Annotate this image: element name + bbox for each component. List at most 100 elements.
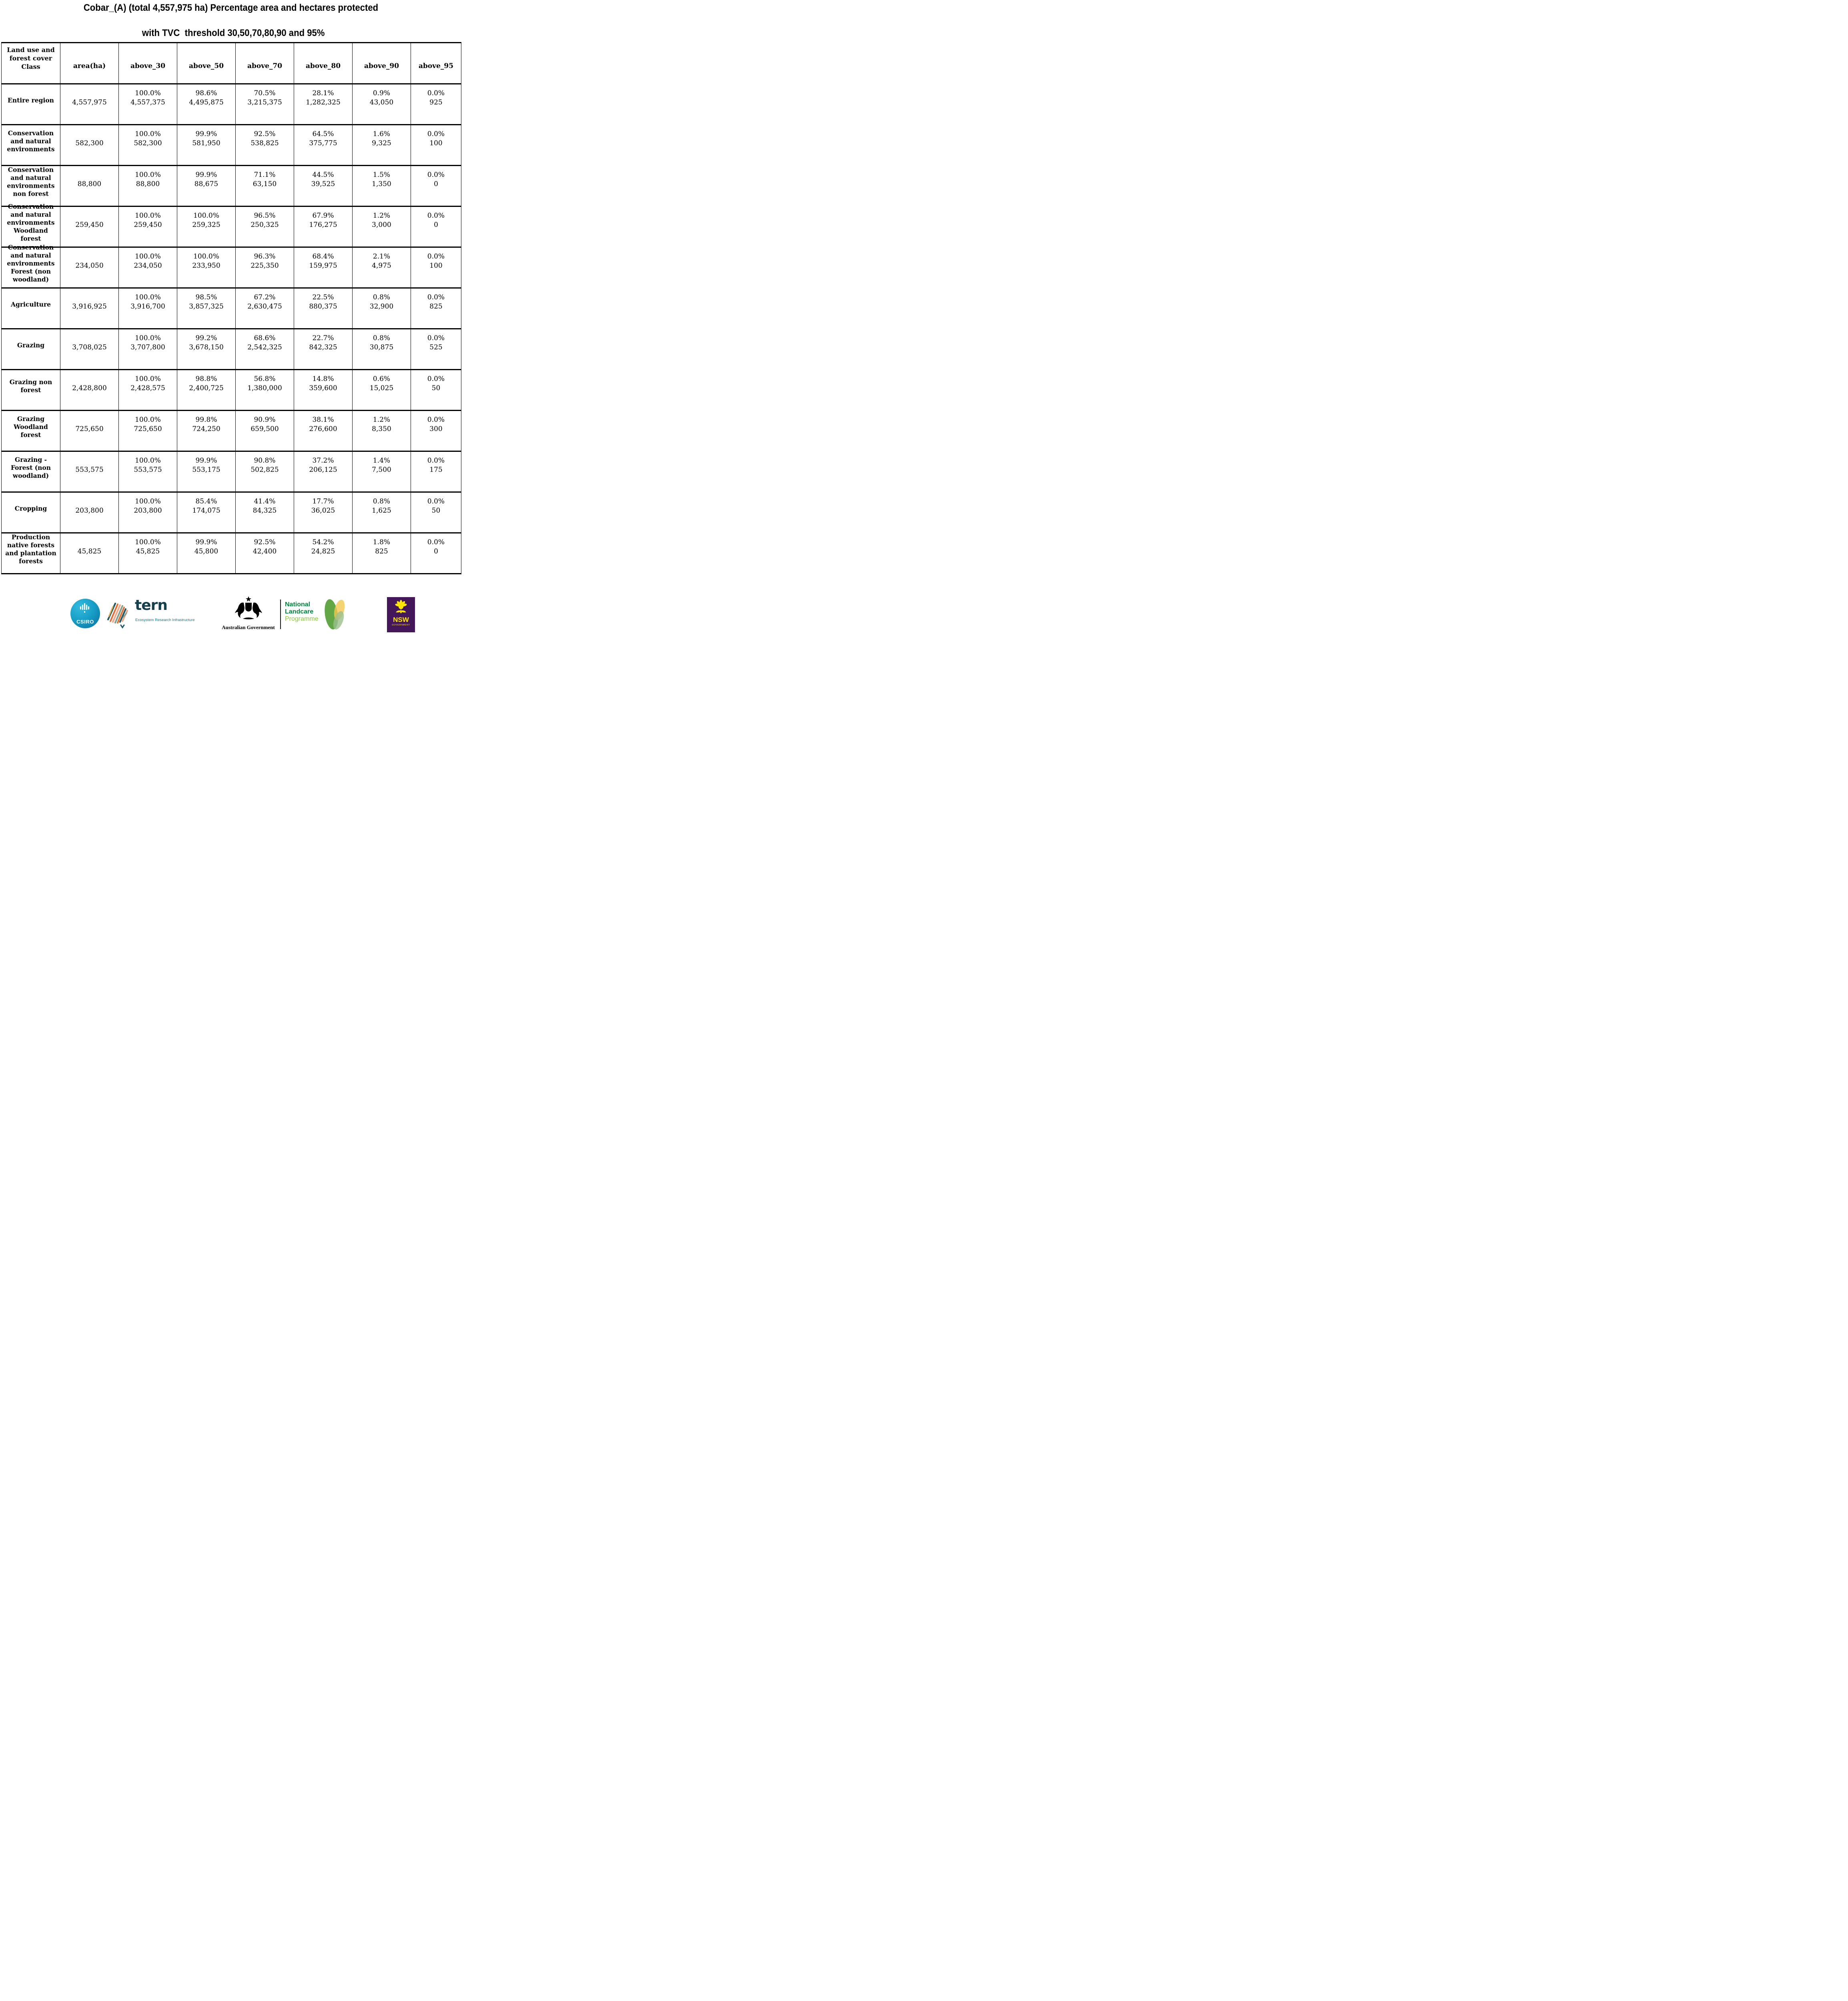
cell-class: Grazing non forest — [1, 369, 60, 411]
cell-threshold: 2.1% 4,975 — [352, 247, 411, 288]
cell-area: 725,650 — [60, 410, 119, 451]
cell-threshold: 100.0% 203,800 — [118, 491, 177, 533]
cell-threshold: 68.6% 2,542,325 — [235, 328, 294, 370]
landcare-line2: Landcare — [285, 608, 314, 615]
table-row: Conservation and natural environments no… — [1, 165, 461, 207]
spacer — [60, 334, 118, 343]
cell-threshold: 96.5% 250,325 — [235, 206, 294, 247]
cell-area: 203,800 — [60, 491, 119, 533]
row-label: Grazing non forest — [9, 378, 52, 394]
cell-threshold: 70.5% 3,215,375 — [235, 83, 294, 125]
cell-threshold: 99.9% 581,950 — [177, 124, 236, 166]
cell-threshold: 1.2% 3,000 — [352, 206, 411, 247]
waratah-icon — [395, 600, 407, 613]
nsw-logo-sublabel: GOVERNMENT — [392, 624, 410, 626]
col-header-above-50: above_50 — [177, 42, 236, 84]
percent-value: 100.0% — [193, 252, 219, 261]
row-label: Agriculture — [11, 300, 51, 308]
table-row: Conservation and natural environments 58… — [1, 124, 461, 166]
percent-value: 100.0% — [135, 456, 161, 465]
area-value: 203,800 — [75, 506, 104, 515]
hectares-value: 276,600 — [309, 425, 337, 433]
hectares-value: 250,325 — [251, 221, 279, 229]
cell-threshold: 1.4% 7,500 — [352, 451, 411, 492]
cell-area: 3,708,025 — [60, 328, 119, 370]
hectares-value: 2,428,575 — [130, 384, 165, 392]
cell-threshold: 0.6% 15,025 — [352, 369, 411, 411]
cell-class: Grazing Woodland forest — [1, 410, 60, 451]
cell-class: Conservation and natural environments — [1, 124, 60, 166]
cell-class: Conservation and natural environments Wo… — [1, 203, 60, 247]
area-value: 553,575 — [75, 465, 104, 474]
percent-value: 1.5% — [373, 170, 391, 179]
cell-threshold: 0.0% 825 — [411, 287, 461, 329]
hectares-value: 553,575 — [134, 465, 162, 474]
hectares-value: 2,542,325 — [247, 343, 282, 351]
hectares-value: 880,375 — [309, 302, 337, 311]
cell-threshold: 38.1% 276,600 — [294, 410, 353, 451]
percent-value: 41.4% — [254, 497, 276, 505]
nsw-government-logo: NSW GOVERNMENT — [387, 597, 415, 632]
hectares-value: 1,350 — [372, 180, 391, 188]
row-label: Conservation and natural environments Fo… — [7, 243, 55, 283]
cell-class: Entire region — [1, 83, 60, 125]
footer-logos: CSIRO tern Ecosystem Research Infrastruc… — [0, 596, 462, 632]
percent-value: 68.6% — [254, 334, 276, 342]
cell-threshold: 0.0% 100 — [411, 124, 461, 166]
hectares-value: 725,650 — [134, 425, 162, 433]
area-value: 2,428,800 — [72, 384, 107, 392]
cell-area: 553,575 — [60, 451, 119, 492]
cell-threshold: 85.4% 174,075 — [177, 491, 236, 533]
percent-value: 100.0% — [135, 170, 161, 179]
hectares-value: 233,950 — [192, 261, 220, 270]
cell-threshold: 22.7% 842,325 — [294, 328, 353, 370]
area-value: 259,450 — [75, 221, 104, 229]
cell-threshold: 1.5% 1,350 — [352, 165, 411, 207]
cell-threshold: 37.2% 206,125 — [294, 451, 353, 492]
col-header-above-80: above_80 — [294, 42, 353, 84]
spacer — [60, 456, 118, 465]
spacer — [60, 375, 118, 384]
percent-value: 28.1% — [312, 89, 334, 97]
area-value: 582,300 — [75, 139, 104, 147]
percent-value: 98.5% — [195, 293, 217, 301]
hectares-value: 553,175 — [192, 465, 220, 474]
cell-threshold: 71.1% 63,150 — [235, 165, 294, 207]
spacer — [60, 89, 118, 98]
percent-value: 92.5% — [254, 130, 276, 138]
spacer — [60, 130, 118, 139]
percent-value: 70.5% — [254, 89, 276, 97]
hectares-value: 203,800 — [134, 506, 162, 515]
footer-divider — [280, 599, 281, 629]
hectares-value: 36,025 — [311, 506, 335, 515]
hectares-value: 502,825 — [251, 465, 279, 474]
hectares-value: 925 — [429, 98, 443, 106]
table-row: Conservation and natural environments Fo… — [1, 243, 461, 288]
cell-threshold: 0.8% 32,900 — [352, 287, 411, 329]
landcare-leaves-icon — [325, 599, 345, 630]
percent-value: 1.2% — [373, 415, 391, 424]
hectares-value: 582,300 — [134, 139, 162, 147]
hectares-value: 825 — [429, 302, 443, 311]
hectares-value: 259,325 — [192, 221, 220, 229]
table-row: Entire region 4,557,975 100.0% 4,557,375 98… — [1, 83, 461, 125]
hectares-value: 234,050 — [134, 261, 162, 270]
col-header-class-label: Land use and forest cover Class — [7, 46, 55, 70]
hectares-value: 359,600 — [309, 384, 337, 392]
percent-value: 0.8% — [373, 497, 391, 505]
cell-area: 88,800 — [60, 165, 119, 207]
hectares-value: 0 — [434, 180, 438, 188]
percent-value: 96.5% — [254, 211, 276, 220]
hectares-value: 84,325 — [253, 506, 277, 515]
cell-threshold: 0.0% 175 — [411, 451, 461, 492]
area-value: 4,557,975 — [72, 98, 107, 106]
cell-threshold: 99.9% 45,800 — [177, 532, 236, 574]
hectares-value: 88,800 — [136, 180, 160, 188]
percent-value: 17.7% — [312, 497, 334, 505]
percent-value: 99.9% — [195, 130, 217, 138]
hectares-value: 259,450 — [134, 221, 162, 229]
col-header-class: Land use and forest cover Class — [1, 42, 60, 84]
spacer — [60, 170, 118, 180]
row-label: Conservation and natural environments Wo… — [7, 203, 55, 243]
hectares-value: 825 — [375, 547, 388, 555]
